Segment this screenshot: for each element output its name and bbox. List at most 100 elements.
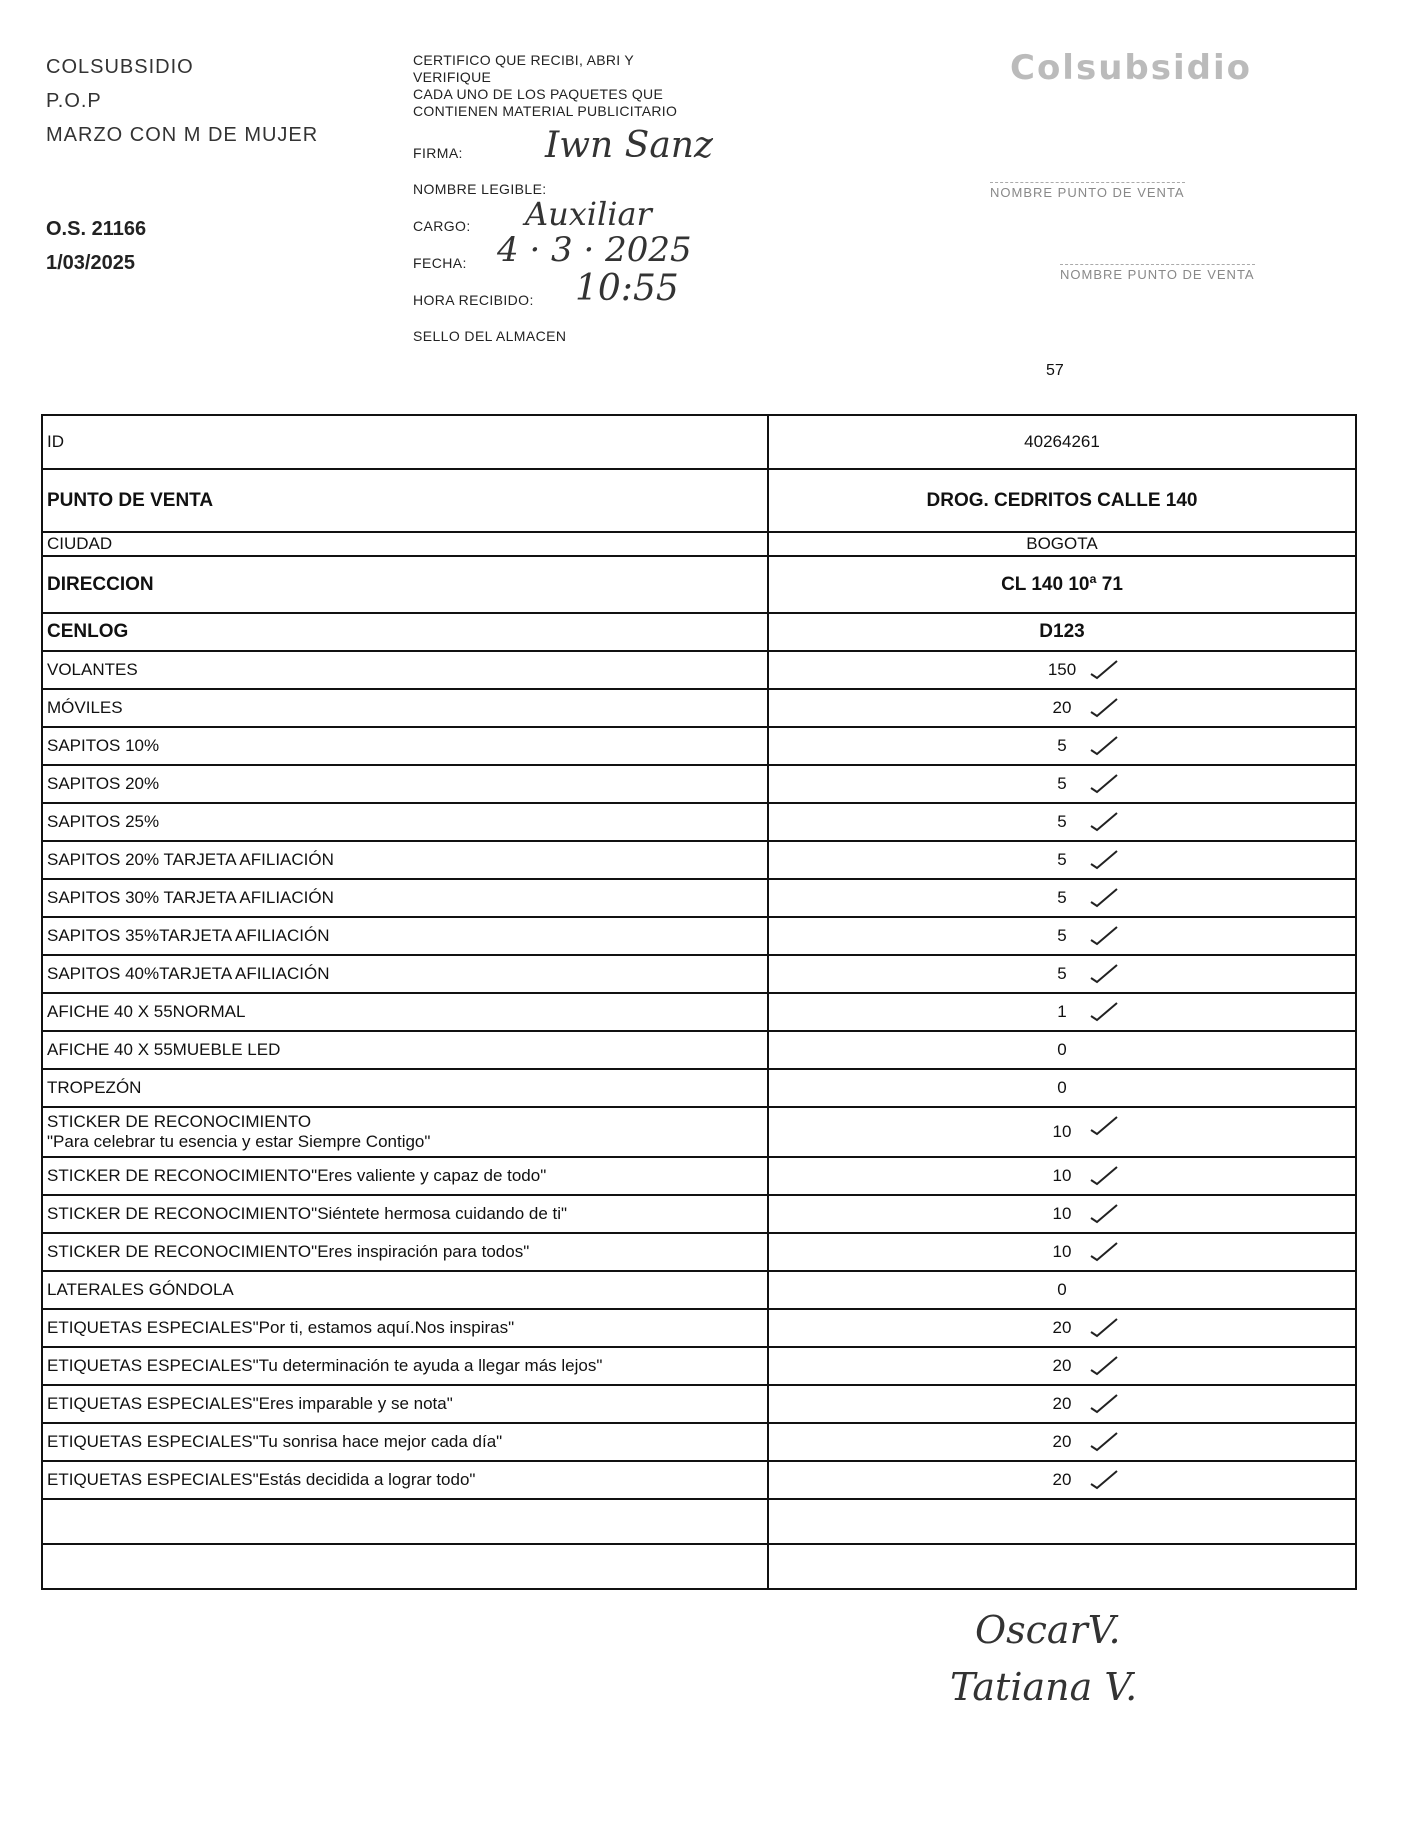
row-label: ETIQUETAS ESPECIALES"Eres imparable y se… (41, 1384, 769, 1424)
table-row: SAPITOS 30% TARJETA AFILIACIÓN 5 (41, 878, 1357, 918)
row-label-text: CENLOG (47, 621, 129, 642)
row-label-text: SAPITOS 10% (47, 736, 160, 755)
row-value-text: D123 (1039, 621, 1085, 642)
table-row: ETIQUETAS ESPECIALES"Por ti, estamos aqu… (41, 1308, 1357, 1348)
row-value: 0 (767, 1030, 1357, 1070)
row-value: BOGOTA (767, 531, 1357, 557)
row-label-text: TROPEZÓN (47, 1078, 142, 1097)
row-value-text: 0 (1057, 1078, 1067, 1097)
stamp-line: NOMBRE PUNTO DE VENTA (990, 182, 1185, 200)
row-label: TROPEZÓN (41, 1068, 769, 1108)
row-value-text: 10 (1052, 1242, 1072, 1261)
row-label: SAPITOS 10% (41, 726, 769, 766)
table-row: SAPITOS 10% 5 (41, 726, 1357, 766)
cert-line: CONTIENEN MATERIAL PUBLICITARIO (413, 103, 678, 119)
sello-label: SELLO DEL ALMACEN (413, 328, 567, 344)
table-row: CENLOG D123 (41, 612, 1357, 652)
table-row: CIUDAD BOGOTA (41, 531, 1357, 557)
row-label: STICKER DE RECONOCIMIENTO"Eres valiente … (41, 1156, 769, 1196)
row-value (767, 1543, 1357, 1590)
hora-label: HORA RECIBIDO: (413, 292, 534, 308)
row-label-text: LATERALES GÓNDOLA (47, 1280, 234, 1299)
check-mark-icon (1090, 926, 1118, 946)
cert-line: CERTIFICO QUE RECIBI, ABRI Y (413, 52, 635, 68)
table-row: SAPITOS 40%TARJETA AFILIACIÓN 5 (41, 954, 1357, 994)
row-value: 20 (767, 1346, 1357, 1386)
table-row: DIRECCION CL 140 10ª 71 (41, 555, 1357, 614)
row-label-text: SAPITOS 30% TARJETA AFILIACIÓN (47, 888, 334, 907)
row-label-text: "Para celebrar tu esencia y estar Siempr… (47, 1132, 431, 1151)
row-value: 20 (767, 1308, 1357, 1348)
row-value: 5 (767, 764, 1357, 804)
check-mark-icon (1090, 812, 1118, 832)
row-value-text: 20 (1052, 1470, 1072, 1489)
row-value-text: 5 (1057, 736, 1067, 755)
row-label: PUNTO DE VENTA (41, 468, 769, 533)
row-label: ETIQUETAS ESPECIALES"Tu determinación te… (41, 1346, 769, 1386)
row-value-text: BOGOTA (1026, 534, 1098, 553)
row-value: D123 (767, 612, 1357, 652)
row-label-text: SAPITOS 20% (47, 774, 160, 793)
row-value: DROG. CEDRITOS CALLE 140 (767, 468, 1357, 533)
table-row (41, 1543, 1357, 1590)
table-row: ETIQUETAS ESPECIALES"Tu determinación te… (41, 1346, 1357, 1386)
row-value: 10 (767, 1194, 1357, 1234)
campaign-name: MARZO CON M DE MUJER (46, 124, 319, 146)
order-date: 1/03/2025 (46, 252, 135, 274)
check-mark-icon (1090, 736, 1118, 756)
table-row: ETIQUETAS ESPECIALES"Estás decidida a lo… (41, 1460, 1357, 1500)
row-value-text: 20 (1052, 1432, 1072, 1451)
row-value-text: 10 (1052, 1166, 1072, 1185)
table-row: ETIQUETAS ESPECIALES"Tu sonrisa hace mej… (41, 1422, 1357, 1462)
signature: OscarV. (975, 1608, 1121, 1652)
table-row: STICKER DE RECONOCIMIENTO"Eres inspiraci… (41, 1232, 1357, 1272)
row-value: 20 (767, 1422, 1357, 1462)
row-label: MÓVILES (41, 688, 769, 728)
row-value-text: 5 (1057, 926, 1067, 945)
check-mark-icon (1090, 850, 1118, 870)
row-label-text: MÓVILES (47, 698, 123, 717)
row-label: SAPITOS 40%TARJETA AFILIACIÓN (41, 954, 769, 994)
row-label-text: VOLANTES (47, 660, 138, 679)
row-value-text: 0 (1057, 1280, 1067, 1299)
check-mark-icon (1090, 1116, 1118, 1136)
row-label: STICKER DE RECONOCIMIENTO"Siéntete hermo… (41, 1194, 769, 1234)
table-row: SAPITOS 20% 5 (41, 764, 1357, 804)
row-value: 150 (767, 650, 1357, 690)
row-value-text: 10 (1052, 1122, 1072, 1141)
row-value-text: 0 (1057, 1040, 1067, 1059)
row-value: 5 (767, 954, 1357, 994)
row-label-text: AFICHE 40 X 55NORMAL (47, 1002, 246, 1021)
row-label: LATERALES GÓNDOLA (41, 1270, 769, 1310)
row-label: DIRECCION (41, 555, 769, 614)
row-label-text: ID (47, 432, 64, 451)
table-row: STICKER DE RECONOCIMIENTO"Siéntete hermo… (41, 1194, 1357, 1234)
check-mark-icon (1090, 888, 1118, 908)
fecha-label: FECHA: (413, 255, 467, 271)
check-mark-icon (1090, 1242, 1118, 1262)
row-value: 0 (767, 1270, 1357, 1310)
row-label-text: PUNTO DE VENTA (47, 489, 214, 511)
table-row: SAPITOS 35%TARJETA AFILIACIÓN 5 (41, 916, 1357, 956)
row-label-text: ETIQUETAS ESPECIALES"Por ti, estamos aqu… (47, 1318, 515, 1337)
row-value: 5 (767, 802, 1357, 842)
row-value: 5 (767, 840, 1357, 880)
table-row: PUNTO DE VENTA DROG. CEDRITOS CALLE 140 (41, 468, 1357, 533)
signature: Tatiana V. (950, 1665, 1138, 1709)
row-value-text: 5 (1057, 774, 1067, 793)
row-value-text: 40264261 (1024, 432, 1100, 451)
row-label-text: STICKER DE RECONOCIMIENTO"Siéntete hermo… (47, 1204, 568, 1223)
table-row: AFICHE 40 X 55NORMAL 1 (41, 992, 1357, 1032)
row-value: CL 140 10ª 71 (767, 555, 1357, 614)
row-value: 20 (767, 1384, 1357, 1424)
cert-line: CADA UNO DE LOS PAQUETES QUE (413, 86, 664, 102)
row-value-text: 5 (1057, 850, 1067, 869)
row-value: 20 (767, 1460, 1357, 1500)
row-label: AFICHE 40 X 55NORMAL (41, 992, 769, 1032)
row-value-text: CL 140 10ª 71 (1001, 573, 1123, 595)
table-row: SAPITOS 25% 5 (41, 802, 1357, 842)
row-label: ID (41, 414, 769, 470)
row-label-text: SAPITOS 25% (47, 812, 160, 831)
nombre-label: NOMBRE LEGIBLE: (413, 181, 547, 197)
table-row: ETIQUETAS ESPECIALES"Eres imparable y se… (41, 1384, 1357, 1424)
